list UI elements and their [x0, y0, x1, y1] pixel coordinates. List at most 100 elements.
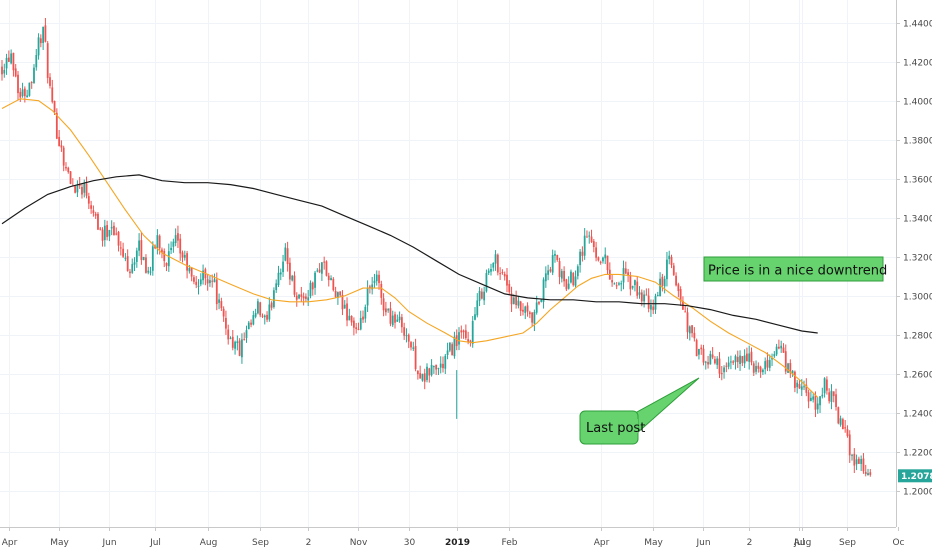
- candle-up: [170, 247, 172, 251]
- candle-down: [746, 353, 748, 362]
- candle-up: [336, 292, 339, 298]
- candle-down: [857, 458, 860, 464]
- candle-down: [828, 392, 831, 402]
- candle-down: [140, 240, 143, 261]
- candle-up: [241, 339, 243, 358]
- candle-up: [366, 287, 369, 306]
- candle-down: [293, 275, 296, 295]
- candle-down: [686, 312, 689, 333]
- candle-up: [659, 278, 661, 297]
- candle-up: [574, 276, 577, 286]
- candle-down: [766, 359, 769, 368]
- candle-down: [526, 305, 529, 312]
- candle-down: [700, 347, 703, 350]
- last-post-label: Last post: [586, 421, 645, 436]
- candle-down: [506, 274, 508, 286]
- candle-up: [307, 297, 310, 301]
- x-tick-label: 30: [404, 538, 416, 548]
- candle-down: [129, 271, 131, 274]
- candle-up: [245, 330, 248, 338]
- y-tick-label: 1.44000: [903, 20, 932, 30]
- candle-up: [791, 370, 794, 374]
- candle-down: [793, 371, 796, 388]
- candle-down: [305, 296, 307, 299]
- candle-up: [819, 396, 821, 406]
- slow-moving-average-line: [1, 174, 818, 334]
- candle-down: [53, 100, 56, 113]
- candle-down: [23, 88, 26, 97]
- candle-down: [515, 296, 518, 305]
- candle-up: [398, 316, 401, 321]
- candle-down: [693, 332, 696, 339]
- gridlines: [0, 0, 896, 527]
- candle-down: [736, 356, 739, 363]
- y-tick-label: 1.20000: [903, 488, 932, 498]
- candle-down: [122, 248, 125, 257]
- candle-up: [727, 362, 730, 367]
- candle-down: [222, 308, 225, 317]
- candle-down: [49, 77, 51, 86]
- downtrend-annotation: Price is in a nice downtrend: [703, 256, 887, 282]
- candle-down: [862, 458, 865, 472]
- candle-down: [595, 247, 597, 258]
- candle-down: [652, 306, 655, 311]
- candle-down: [238, 340, 241, 356]
- downtrend-label: Price is in a nice downtrend: [708, 264, 887, 279]
- candle-down: [350, 316, 353, 323]
- candle-up: [723, 367, 725, 373]
- candle-up: [405, 335, 408, 337]
- candle-up: [775, 346, 778, 355]
- x-tick-label: Jul: [793, 538, 805, 548]
- candle-up: [330, 278, 332, 281]
- candle-down: [462, 330, 465, 333]
- candle-down: [30, 82, 33, 84]
- candle-up: [275, 283, 278, 291]
- candle-down: [163, 250, 166, 262]
- candle-down: [368, 286, 371, 288]
- candle-down: [627, 272, 629, 276]
- candle-up: [796, 382, 799, 388]
- candle-up: [643, 294, 645, 302]
- candle-up: [263, 315, 266, 318]
- candle-down: [538, 301, 540, 304]
- candle-up: [234, 341, 236, 349]
- candle-up: [867, 473, 869, 476]
- candle-down: [467, 339, 470, 343]
- candle-down: [784, 351, 787, 372]
- moving-averages: [1, 98, 819, 398]
- candle-up: [254, 313, 257, 317]
- candle-down: [90, 205, 93, 209]
- candle-up: [512, 297, 515, 304]
- candle-down: [81, 187, 83, 195]
- candle-down: [94, 213, 97, 216]
- candle-up: [309, 282, 312, 297]
- candle-down: [352, 320, 355, 328]
- candle-down: [67, 167, 70, 173]
- candle-up: [709, 353, 712, 365]
- candle-up: [542, 279, 545, 302]
- candle-up: [716, 358, 719, 365]
- last-post-callout: Last post: [579, 377, 700, 445]
- candle-up: [188, 268, 191, 272]
- candle-down: [869, 472, 872, 475]
- candle-up: [229, 337, 232, 339]
- candle-up: [236, 341, 239, 344]
- candle-down: [341, 295, 344, 310]
- candle-down: [46, 43, 49, 78]
- candle-down: [814, 395, 817, 410]
- x-tick-label: Jul: [149, 538, 161, 548]
- candle-down: [97, 213, 99, 230]
- candle-down: [510, 293, 513, 305]
- candle-down: [848, 434, 851, 456]
- candle-down: [12, 52, 15, 71]
- candle-up: [773, 354, 776, 357]
- fast-moving-average-line: [1, 98, 819, 398]
- candle-down: [442, 363, 444, 369]
- last-price-marker: 1.20784: [898, 469, 932, 483]
- candle-down: [846, 429, 849, 436]
- candle-up: [494, 254, 497, 264]
- candle-down: [428, 368, 431, 376]
- candle-up: [37, 37, 40, 56]
- candle-up: [618, 283, 620, 285]
